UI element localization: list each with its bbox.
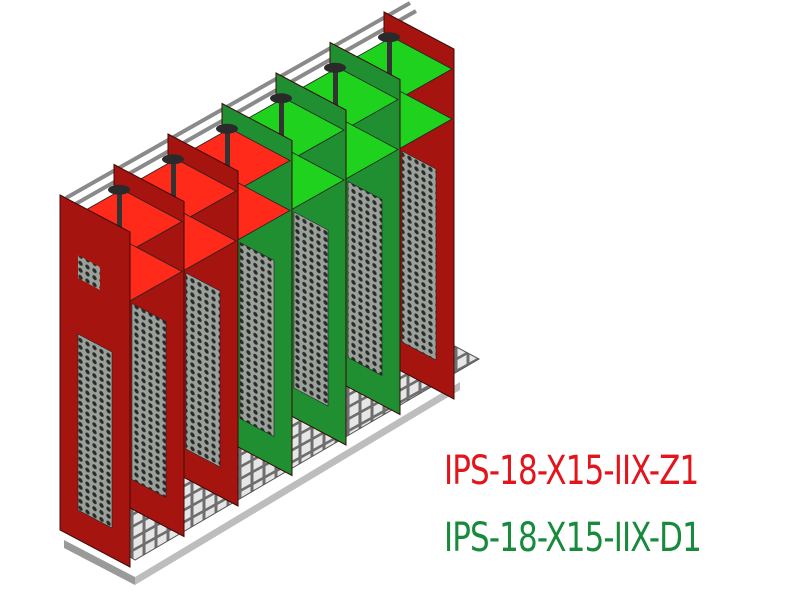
floor-edge [135,382,460,585]
post-cap [162,154,184,165]
post-cap [270,93,292,104]
post-cap [108,184,130,195]
perforated-area [293,211,329,407]
model-label-d1: IPS-18-X15-IIX-D1 [444,515,702,561]
post-cap [324,62,346,73]
model-label-z1: IPS-18-X15-IIX-Z1 [444,448,699,494]
post-cap [378,32,400,43]
vent-grille [78,255,100,290]
post-cap [216,123,238,134]
post [225,128,230,169]
perforated-area [347,181,383,377]
post [387,37,392,78]
perforated-area [77,333,113,529]
post [117,189,122,230]
perforated-area [401,150,437,361]
rack-panels [59,11,455,568]
perforated-area [185,272,221,468]
post [333,67,338,108]
top-rail [65,1,411,200]
perforated-area [131,303,167,499]
post [279,98,284,139]
perforated-area [239,242,275,438]
post [171,159,176,200]
floor-edge [64,540,135,585]
